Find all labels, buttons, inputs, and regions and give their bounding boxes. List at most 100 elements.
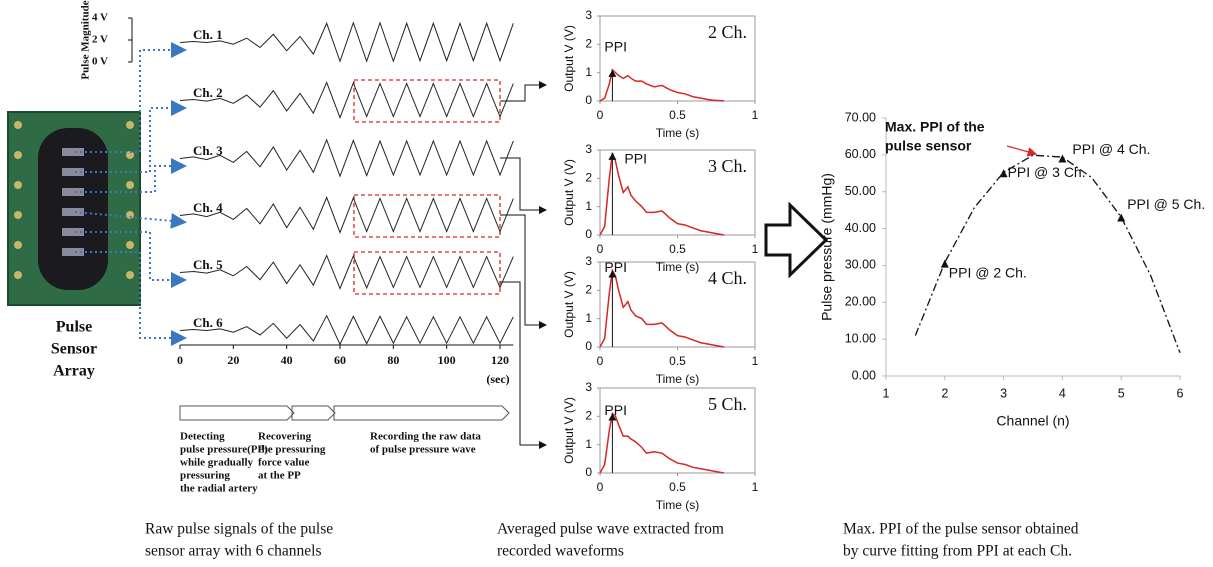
- ppi-marker: [608, 69, 617, 77]
- pulse-line: [599, 68, 725, 102]
- x-axis-label: Channel (n): [996, 413, 1069, 429]
- caption: by curve fitting from PPI at each Ch.: [843, 543, 1072, 560]
- x-tick-label: 1: [752, 480, 759, 494]
- channel-label: Ch. 5: [193, 257, 223, 272]
- y-tick-label: 0: [585, 227, 592, 241]
- x-tick-label: 80: [387, 353, 399, 367]
- y-tick-label: 60.00: [845, 147, 876, 161]
- x-tick-label: 60: [334, 353, 346, 367]
- ppi-label: PPI: [604, 259, 627, 275]
- x-tick-label: 6: [1177, 386, 1184, 400]
- phase-text: Recovering: [258, 431, 312, 443]
- pulse-line: [599, 152, 725, 236]
- phase-text: pressuring: [180, 470, 230, 482]
- signal-trace: [179, 138, 514, 178]
- ppi-marker: [608, 152, 617, 160]
- y-tick-label: 0: [585, 93, 592, 107]
- point-label: PPI @ 5 Ch.: [1127, 196, 1205, 212]
- point-label: PPI @ 2 Ch.: [949, 264, 1027, 280]
- x-tick-label: 100: [438, 353, 456, 367]
- y-tick-label: 70.00: [845, 110, 876, 124]
- fit-curve: [914, 154, 1181, 354]
- y-axis-label: Pulse Magnitude: [80, 0, 92, 79]
- x-tick-label: 0: [597, 242, 604, 256]
- x-tick-label: 20: [227, 353, 239, 367]
- x-axis-label: Time (s): [656, 260, 700, 274]
- x-tick-label: 1: [883, 386, 890, 400]
- x-axis-label: (sec): [486, 372, 509, 386]
- signal-trace: [179, 254, 514, 290]
- annotation: Max. PPI of the: [885, 119, 985, 135]
- channel-label: Ch. 4: [193, 200, 223, 215]
- channel-label: Ch. 6: [193, 315, 223, 330]
- y-tick-label: 3: [585, 380, 592, 394]
- y-axis-label: Output V (V): [562, 25, 576, 92]
- phase-text: force value: [258, 457, 310, 469]
- x-tick-label: 0.5: [669, 354, 686, 368]
- y-tick-label: 2: [585, 409, 592, 423]
- x-tick-label: 0: [597, 354, 604, 368]
- x-tick-label: 120: [491, 353, 509, 367]
- ppi-point: [1117, 213, 1126, 222]
- x-tick-label: 0: [597, 108, 604, 122]
- x-tick-label: 0.5: [669, 242, 686, 256]
- channel-label: 4 Ch.: [708, 268, 747, 288]
- pulse-line: [599, 268, 725, 348]
- x-tick-label: 1: [752, 354, 759, 368]
- y-tick-label: 3: [585, 254, 592, 268]
- ppi-point: [1058, 154, 1067, 163]
- caption: Averaged pulse wave extracted from: [497, 521, 724, 538]
- y-tick-label: 20.00: [845, 295, 876, 309]
- caption: recorded waveforms: [497, 543, 624, 560]
- caption: sensor array with 6 channels: [145, 543, 321, 560]
- y-tick-label: 2 V: [92, 34, 108, 46]
- x-axis-label: Time (s): [656, 498, 700, 512]
- ppi-label: PPI: [604, 402, 627, 418]
- y-tick-label: 1: [585, 437, 592, 451]
- y-axis-label: Pulse pressure (mmHg): [819, 173, 835, 321]
- y-tick-label: 30.00: [845, 258, 876, 272]
- x-tick-label: 2: [941, 386, 948, 400]
- phase-text: while gradually: [180, 457, 254, 469]
- sensor-label: Sensor: [51, 341, 97, 358]
- sensor-label: Array: [53, 363, 95, 380]
- y-tick-label: 2: [585, 283, 592, 297]
- sensor-label: Pulse: [56, 319, 92, 336]
- x-tick-label: 1: [752, 108, 759, 122]
- ppi-marker: [608, 270, 617, 278]
- channel-links: [74, 42, 187, 346]
- phase-text: Recording the raw data: [370, 431, 481, 443]
- signal-trace: [179, 21, 514, 63]
- phase-text: at the PP: [258, 470, 301, 482]
- x-axis-label: Time (s): [656, 372, 700, 386]
- y-tick-label: 0: [585, 465, 592, 479]
- y-tick-label: 1: [585, 199, 592, 213]
- y-tick-label: 2: [585, 37, 592, 51]
- y-tick-label: 3: [585, 8, 592, 22]
- y-tick-label: 50.00: [845, 184, 876, 198]
- y-tick-label: 0.00: [852, 368, 876, 382]
- phase-text: the pressuring: [258, 444, 326, 456]
- y-tick-label: 1: [585, 311, 592, 325]
- annotation: pulse sensor: [885, 138, 972, 154]
- ppi-label: PPI: [624, 151, 647, 167]
- channel-label: 2 Ch.: [708, 22, 747, 42]
- annotation-arrow: [1006, 145, 1038, 157]
- x-axis-label: Time (s): [656, 126, 700, 140]
- signal-trace: [179, 314, 514, 346]
- y-tick-label: 10.00: [845, 331, 876, 345]
- selection-boxes: [353, 79, 501, 295]
- channel-label: Ch. 3: [193, 143, 223, 158]
- point-label: PPI @ 3 Ch.: [1008, 164, 1086, 180]
- channel-label: Ch. 1: [193, 27, 223, 42]
- phase-text: of pulse pressure wave: [370, 444, 476, 456]
- ppi-point: [999, 169, 1008, 178]
- phase-text: Detecting: [180, 431, 225, 443]
- caption: Max. PPI of the pulse sensor obtained: [843, 521, 1079, 538]
- channel-label: Ch. 2: [193, 85, 223, 100]
- y-axis-label: Output V (V): [562, 271, 576, 338]
- x-tick-label: 0.5: [669, 108, 686, 122]
- x-tick-label: 0: [597, 480, 604, 494]
- pulse-line: [599, 412, 725, 474]
- x-tick-label: 0.5: [669, 480, 686, 494]
